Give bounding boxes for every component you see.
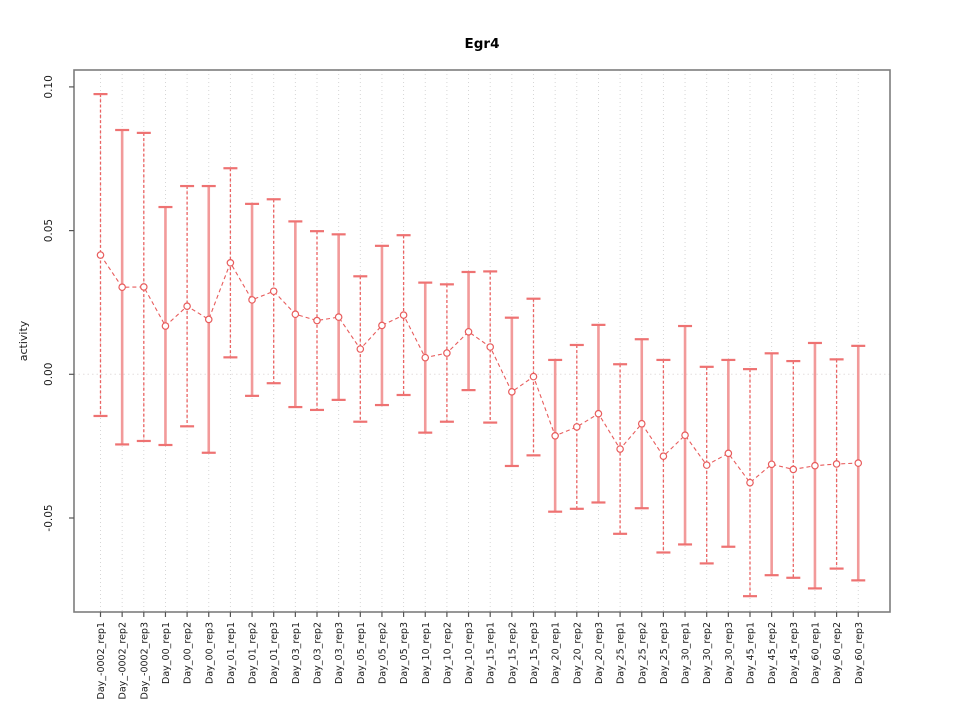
data-point-marker xyxy=(96,251,105,259)
x-axis-tick-label: Day_15_rep2 xyxy=(507,622,518,684)
data-point-marker xyxy=(811,461,819,470)
data-point-marker xyxy=(399,311,408,319)
x-axis-tick-label: Day_10_rep2 xyxy=(442,622,453,684)
data-point-marker xyxy=(421,353,430,362)
data-point-marker xyxy=(659,452,668,461)
x-axis-tick-label: Day_10_rep3 xyxy=(464,622,475,684)
data-point-marker xyxy=(248,296,256,304)
x-axis-tick-label: Day_20_rep3 xyxy=(594,622,605,684)
data-point-marker xyxy=(832,460,841,468)
x-axis-tick-label: Day_03_rep3 xyxy=(334,622,345,684)
data-point-marker xyxy=(378,321,386,330)
x-axis-tick-label: Day_-0002_rep1 xyxy=(96,622,107,699)
data-point-marker xyxy=(183,302,191,310)
x-axis-tick-label: Day_03_rep2 xyxy=(313,622,324,684)
x-axis-tick-label: Day_25_rep2 xyxy=(637,622,648,684)
x-axis-tick-label: Day_00_rep3 xyxy=(204,622,215,684)
x-axis-tick-label: Day_45_rep3 xyxy=(789,622,800,684)
x-axis-tick-label: Day_10_rep1 xyxy=(421,622,432,684)
x-axis-tick-label: Day_00_rep1 xyxy=(161,622,172,684)
x-axis-tick-label: Day_05_rep1 xyxy=(356,622,367,684)
x-axis-tick-label: Day_45_rep2 xyxy=(767,622,778,684)
x-axis-tick-label: Day_05_rep2 xyxy=(377,622,388,684)
x-axis-tick-label: Day_30_rep1 xyxy=(681,622,692,684)
data-point-marker xyxy=(161,322,170,330)
x-axis-tick-label: Day_-0002_rep2 xyxy=(118,622,129,699)
data-point-marker xyxy=(140,283,148,291)
data-point-marker xyxy=(789,465,798,474)
data-point-marker xyxy=(204,315,213,324)
data-point-marker xyxy=(681,431,689,440)
data-point-marker xyxy=(616,445,624,453)
y-axis-tick-label: 0.10 xyxy=(43,75,55,98)
x-axis-tick-label: Day_15_rep1 xyxy=(486,622,497,684)
chart-title: Egr4 xyxy=(464,36,500,52)
data-point-marker xyxy=(226,258,235,267)
x-axis-tick-label: Day_01_rep2 xyxy=(248,622,259,684)
data-point-marker xyxy=(572,423,581,431)
x-axis-tick-label: Day_03_rep1 xyxy=(291,622,302,684)
x-axis-tick-label: Day_20_rep1 xyxy=(551,622,562,684)
x-axis-tick-label: Day_25_rep1 xyxy=(616,622,627,684)
y-axis-tick-label: 0.00 xyxy=(43,363,55,386)
data-point-marker xyxy=(313,316,321,325)
data-point-marker xyxy=(594,409,603,418)
data-point-marker xyxy=(508,388,516,396)
data-point-marker xyxy=(356,345,365,353)
y-axis-tick-label: 0.05 xyxy=(43,219,55,242)
series-connecting-line xyxy=(100,254,859,484)
data-point-marker xyxy=(529,372,538,381)
data-point-marker xyxy=(269,287,278,296)
plot-border xyxy=(73,69,891,613)
data-point-marker xyxy=(854,459,863,467)
data-point-marker xyxy=(118,283,126,292)
x-axis-tick-label: Day_05_rep3 xyxy=(399,622,410,684)
data-point-marker xyxy=(702,461,711,469)
data-point-marker xyxy=(767,460,776,469)
data-point-marker xyxy=(443,349,451,357)
data-point-marker xyxy=(486,343,495,351)
data-point-marker xyxy=(724,449,733,458)
x-axis-tick-label: Day_60_rep3 xyxy=(854,622,865,684)
data-point-marker xyxy=(551,432,559,440)
x-axis-tick-label: Day_45_rep1 xyxy=(746,622,757,684)
x-axis-tick-label: Day_25_rep3 xyxy=(659,622,670,684)
x-axis-tick-label: Day_-0002_rep3 xyxy=(139,622,150,699)
x-axis-tick-label: Day_01_rep3 xyxy=(269,622,280,684)
data-point-marker xyxy=(334,313,343,321)
data-point-marker xyxy=(637,419,646,428)
x-axis-tick-label: Day_15_rep3 xyxy=(529,622,540,684)
x-axis-tick-label: Day_01_rep1 xyxy=(226,622,237,684)
x-axis-tick-label: Day_60_rep1 xyxy=(810,622,821,684)
y-axis-title: activity xyxy=(17,320,30,361)
x-axis-tick-label: Day_30_rep2 xyxy=(702,622,713,684)
data-point-marker xyxy=(746,478,754,487)
x-axis-tick-label: Day_00_rep2 xyxy=(183,622,194,684)
x-axis-tick-label: Day_20_rep2 xyxy=(572,622,583,684)
data-point-marker xyxy=(464,327,473,336)
y-axis-tick-label: -0.05 xyxy=(43,504,55,531)
x-axis-tick-label: Day_60_rep2 xyxy=(832,622,843,684)
data-point-marker xyxy=(291,310,300,319)
x-axis-tick-label: Day_30_rep3 xyxy=(724,622,735,684)
